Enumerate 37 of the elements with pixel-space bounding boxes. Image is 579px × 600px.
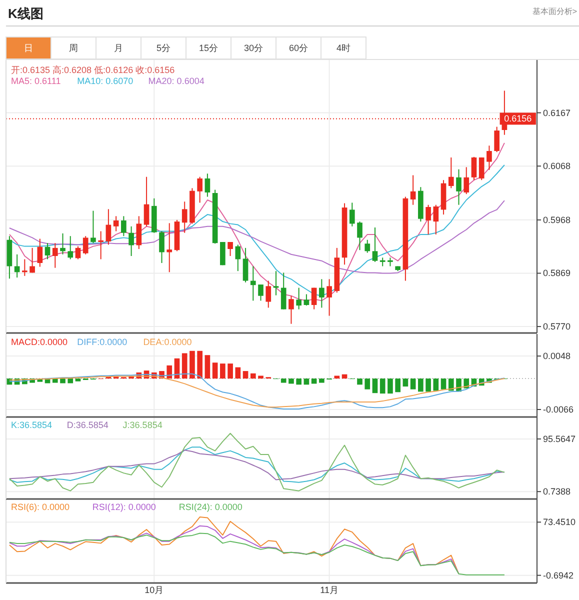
text: RSI(24): 0.0000 <box>178 502 242 512</box>
text: RSI(12): 0.0000 <box>92 502 156 512</box>
x-tick-label: 10月 <box>144 585 164 595</box>
y-tick-label: 0.6068 <box>543 161 571 172</box>
text: K:36.5854 <box>11 420 52 430</box>
text: 基本面分析> <box>532 7 578 16</box>
text: 15分 <box>198 43 218 53</box>
text: 周 <box>69 43 78 53</box>
text: D:36.5854 <box>66 420 108 430</box>
text: MA20: 0.6004 <box>148 76 204 86</box>
y-tick-label: 0.7388 <box>543 486 571 497</box>
text: DIFF:0.0000 <box>77 337 128 347</box>
y-tick-label: 0.5770 <box>543 322 571 332</box>
y-tick-label: 0.6167 <box>543 108 571 118</box>
text: 30分 <box>244 43 264 53</box>
chart-title: K线图 <box>8 6 44 21</box>
text: DEA:0.0000 <box>143 337 192 347</box>
x-tick-label: 11月 <box>320 585 338 595</box>
y-tick-label: 0.5968 <box>543 214 571 225</box>
text: 60分 <box>288 43 308 53</box>
text: 月 <box>114 43 123 53</box>
ref-line-label: 0.6156 <box>504 114 532 124</box>
y-tick-label: -0.0066 <box>543 404 574 414</box>
text: 日 <box>24 43 33 53</box>
y-tick-label: -0.6942 <box>543 570 574 580</box>
text: 4时 <box>336 43 351 53</box>
text: MA10: 0.6070 <box>77 76 134 86</box>
annotation: 开:0.6135 高:0.6208 低:0.6126 收:0.6156 <box>11 65 175 75</box>
y-tick-label: 73.4510 <box>543 517 576 528</box>
text: MACD:0.0000 <box>11 337 68 347</box>
y-tick-label: 95.5647 <box>543 434 576 444</box>
text: RSI(6): 0.0000 <box>11 502 70 512</box>
text: J:36.5854 <box>122 420 162 430</box>
text: 5分 <box>156 43 171 53</box>
y-tick-label: 0.5869 <box>543 268 571 278</box>
y-tick-label: 0.0048 <box>543 351 571 362</box>
text: MA5: 0.6111 <box>11 76 61 86</box>
